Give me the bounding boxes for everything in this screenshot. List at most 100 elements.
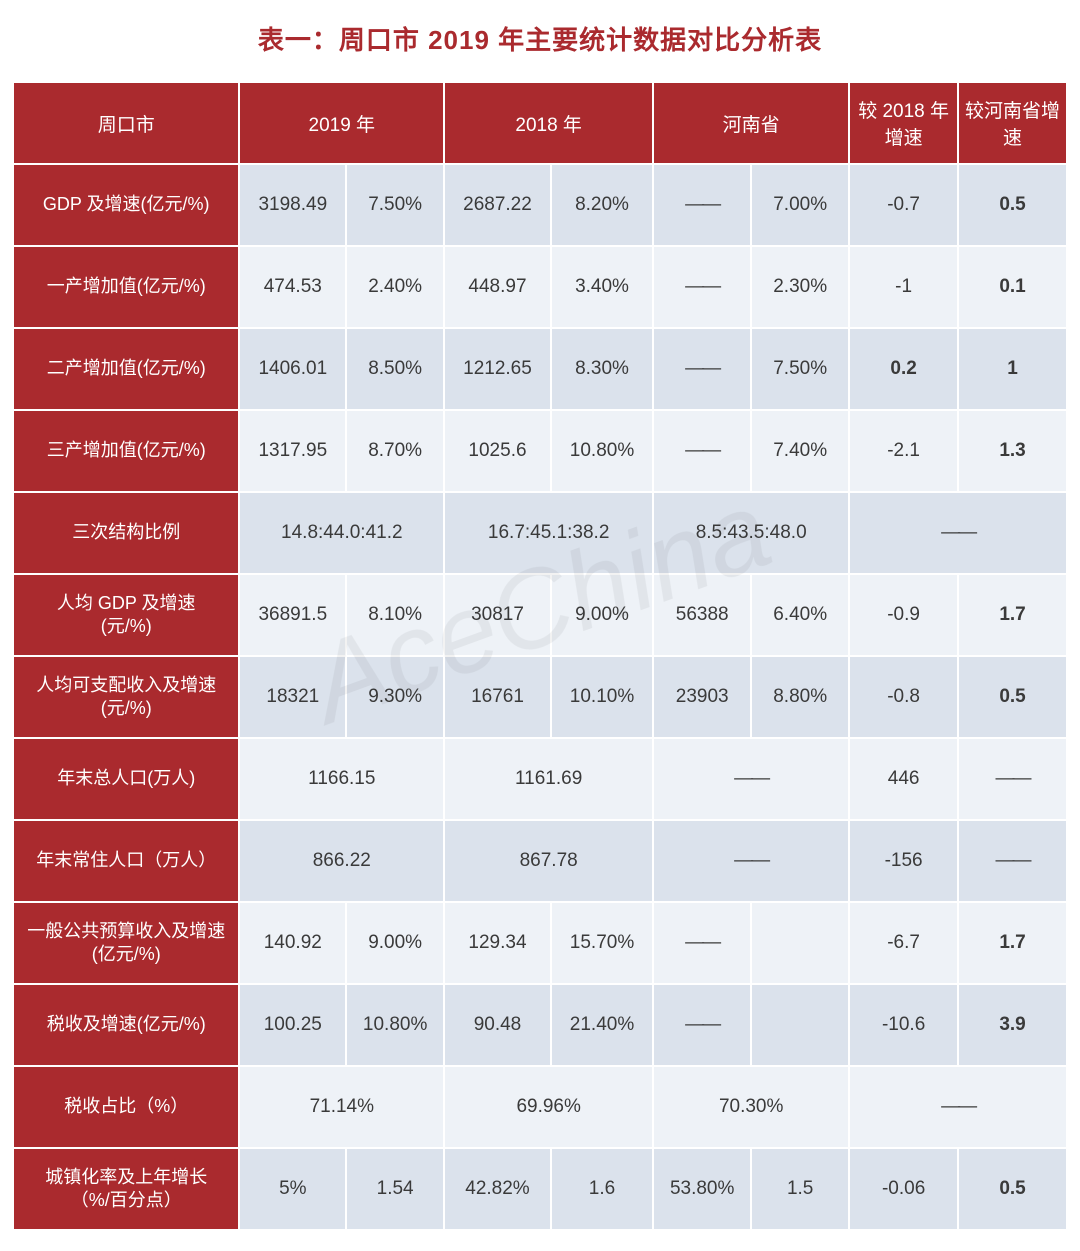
cell: 8.20% [551,164,653,246]
table-row: 税收占比（%）71.14%69.96%70.30%—— [13,1066,1067,1148]
cell: 3198.49 [239,164,346,246]
cell: —— [849,492,1067,574]
stats-table: 周口市 2019 年 2018 年 河南省 较 2018 年增速 较河南省增速 … [12,81,1068,1231]
cell [751,902,849,984]
cell: 69.96% [444,1066,653,1148]
cell: 6.40% [751,574,849,656]
row-label: 人均可支配收入及增速(元/%) [13,656,239,738]
cell: 8.10% [346,574,444,656]
cell: 7.00% [751,164,849,246]
cell: 867.78 [444,820,653,902]
cell: 1.54 [346,1148,444,1230]
table-row: 年末常住人口（万人）866.22867.78——-156—— [13,820,1067,902]
cell: -0.8 [849,656,958,738]
row-label: 城镇化率及上年增长（%/百分点） [13,1148,239,1230]
cell: —— [653,984,751,1066]
cell: 10.80% [551,410,653,492]
table-row: 一般公共预算收入及增速(亿元/%)140.929.00%129.3415.70%… [13,902,1067,984]
cell: 9.00% [551,574,653,656]
hdr-2019: 2019 年 [239,82,444,164]
table-row: 人均可支配收入及增速(元/%)183219.30%1676110.10%2390… [13,656,1067,738]
cell: -0.9 [849,574,958,656]
hdr-henan: 河南省 [653,82,849,164]
cell: 1025.6 [444,410,551,492]
cell: —— [653,410,751,492]
hdr-vshenan: 较河南省增速 [958,82,1067,164]
cell: 10.80% [346,984,444,1066]
row-label: 税收占比（%） [13,1066,239,1148]
cell: 1.6 [551,1148,653,1230]
cell: 42.82% [444,1148,551,1230]
table-row: 城镇化率及上年增长（%/百分点）5%1.5442.82%1.653.80%1.5… [13,1148,1067,1230]
cell: 23903 [653,656,751,738]
cell: 0.5 [958,164,1067,246]
cell: 2.30% [751,246,849,328]
cell: —— [653,246,751,328]
cell: 100.25 [239,984,346,1066]
cell: —— [653,328,751,410]
cell: 7.50% [751,328,849,410]
cell: 2.40% [346,246,444,328]
cell: 3.9 [958,984,1067,1066]
cell: —— [653,164,751,246]
cell: -156 [849,820,958,902]
cell: 1406.01 [239,328,346,410]
hdr-2018: 2018 年 [444,82,653,164]
cell: 8.80% [751,656,849,738]
cell: 1166.15 [239,738,444,820]
cell: 90.48 [444,984,551,1066]
cell: 56388 [653,574,751,656]
cell: 129.34 [444,902,551,984]
row-label: 一产增加值(亿元/%) [13,246,239,328]
cell: 1317.95 [239,410,346,492]
cell: —— [653,902,751,984]
row-label: 年末总人口(万人) [13,738,239,820]
cell: —— [958,820,1067,902]
cell: 1212.65 [444,328,551,410]
cell: 8.50% [346,328,444,410]
cell: 18321 [239,656,346,738]
cell: 1161.69 [444,738,653,820]
cell: 70.30% [653,1066,849,1148]
cell: 30817 [444,574,551,656]
cell: —— [653,820,849,902]
cell: 140.92 [239,902,346,984]
row-label: 年末常住人口（万人） [13,820,239,902]
cell: 0.1 [958,246,1067,328]
hdr-vs2018: 较 2018 年增速 [849,82,958,164]
cell [751,984,849,1066]
cell: 1.7 [958,902,1067,984]
cell: 16761 [444,656,551,738]
cell: 448.97 [444,246,551,328]
row-label: 一般公共预算收入及增速(亿元/%) [13,902,239,984]
row-label: 二产增加值(亿元/%) [13,328,239,410]
cell: 8.70% [346,410,444,492]
row-label: 三产增加值(亿元/%) [13,410,239,492]
cell: —— [653,738,849,820]
cell: 71.14% [239,1066,444,1148]
row-label: 税收及增速(亿元/%) [13,984,239,1066]
table-row: 二产增加值(亿元/%)1406.018.50%1212.658.30%——7.5… [13,328,1067,410]
cell: 5% [239,1148,346,1230]
cell: 15.70% [551,902,653,984]
cell: 0.5 [958,1148,1067,1230]
cell: 9.00% [346,902,444,984]
cell: 16.7:45.1:38.2 [444,492,653,574]
cell: 8.5:43.5:48.0 [653,492,849,574]
cell: -2.1 [849,410,958,492]
cell: 1.3 [958,410,1067,492]
table-row: 三产增加值(亿元/%)1317.958.70%1025.610.80%——7.4… [13,410,1067,492]
cell: 1 [958,328,1067,410]
table-title: 表一：周口市 2019 年主要统计数据对比分析表 [12,20,1068,57]
cell: 10.10% [551,656,653,738]
cell: 1.5 [751,1148,849,1230]
cell: 7.50% [346,164,444,246]
cell: -0.06 [849,1148,958,1230]
table-row: 三次结构比例14.8:44.0:41.216.7:45.1:38.28.5:43… [13,492,1067,574]
header-row: 周口市 2019 年 2018 年 河南省 较 2018 年增速 较河南省增速 [13,82,1067,164]
cell: 53.80% [653,1148,751,1230]
table-row: 年末总人口(万人)1166.151161.69——446—— [13,738,1067,820]
table-row: 人均 GDP 及增速(元/%)36891.58.10%308179.00%563… [13,574,1067,656]
row-label: 三次结构比例 [13,492,239,574]
cell: 36891.5 [239,574,346,656]
